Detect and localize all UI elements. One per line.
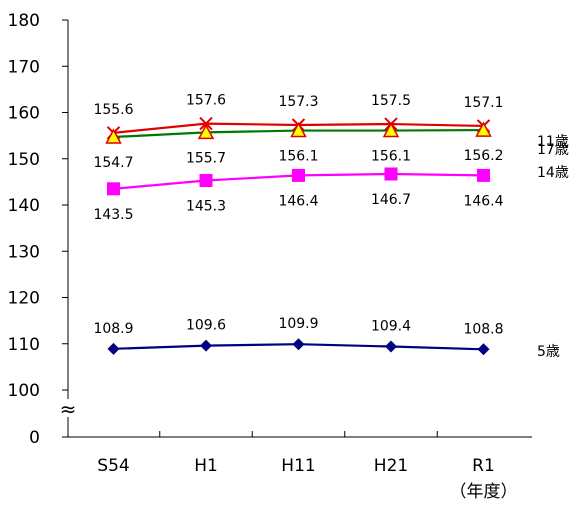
data-label: 108.9 bbox=[93, 321, 133, 337]
data-label: 156.1 bbox=[278, 149, 318, 165]
data-label: 157.3 bbox=[278, 94, 318, 110]
data-point bbox=[385, 340, 397, 353]
data-label: 109.6 bbox=[186, 318, 226, 334]
axis-break-mask bbox=[59, 399, 77, 417]
x-axis-label: （年度） bbox=[450, 482, 518, 502]
data-point bbox=[200, 339, 212, 352]
data-point bbox=[107, 182, 120, 196]
series-end-label: 5歳 bbox=[537, 344, 560, 360]
x-tick-label: S54 bbox=[97, 456, 129, 476]
y-tick-label: 0 bbox=[29, 428, 40, 448]
data-label: 157.6 bbox=[186, 93, 226, 109]
x-tick-label: H11 bbox=[281, 456, 315, 476]
data-label: 146.7 bbox=[371, 192, 411, 208]
series-layer bbox=[105, 116, 492, 356]
series-end-label: 11歳 bbox=[537, 134, 569, 150]
axis-break-symbol: ≈ bbox=[60, 397, 77, 421]
y-tick-label: 170 bbox=[8, 57, 40, 77]
data-point bbox=[292, 338, 305, 351]
data-point bbox=[475, 121, 492, 137]
axes-layer: 0 100 110 120 130 140 150 160 170 180 ≈ S54 H1 H11 H21… bbox=[8, 11, 532, 502]
data-point bbox=[107, 342, 120, 355]
y-tick-label: 100 bbox=[8, 381, 40, 401]
data-label: 155.6 bbox=[93, 102, 133, 118]
data-label: 157.5 bbox=[371, 93, 411, 109]
data-label: 109.4 bbox=[371, 319, 411, 335]
y-tick-label: 110 bbox=[8, 335, 40, 355]
data-point bbox=[197, 123, 215, 140]
y-tick-label: 140 bbox=[8, 196, 40, 216]
y-tick-label: 120 bbox=[8, 289, 40, 309]
data-point bbox=[199, 173, 213, 187]
data-label: 156.1 bbox=[371, 149, 411, 165]
data-label: 108.8 bbox=[463, 321, 503, 337]
series-end-label: 17歳 bbox=[537, 142, 569, 158]
y-tick-label: 150 bbox=[8, 150, 40, 170]
y-tick-label: 130 bbox=[8, 242, 40, 262]
data-label: 109.9 bbox=[278, 316, 318, 332]
labels-layer: 155.6 157.6 157.3 157.5 157.1 17歳 154.7 155.7 15… bbox=[93, 93, 568, 360]
series-end-label: 14歳 bbox=[537, 165, 569, 181]
data-label: 146.4 bbox=[278, 193, 318, 209]
data-label: 157.1 bbox=[463, 95, 503, 111]
data-point bbox=[382, 121, 400, 138]
data-label: 156.2 bbox=[463, 148, 503, 164]
y-tick-label: 160 bbox=[8, 104, 40, 124]
data-point bbox=[105, 128, 122, 144]
data-label: 143.5 bbox=[93, 207, 133, 223]
data-label: 145.3 bbox=[186, 198, 226, 214]
data-label: 154.7 bbox=[93, 155, 133, 171]
x-tick-label: R1 bbox=[472, 456, 495, 476]
data-point bbox=[292, 168, 305, 182]
data-label: 155.7 bbox=[186, 150, 226, 166]
data-point bbox=[384, 167, 398, 181]
x-tick-label: H1 bbox=[194, 456, 218, 476]
data-point bbox=[199, 116, 213, 131]
data-point bbox=[477, 168, 490, 182]
data-point bbox=[477, 343, 490, 356]
x-tick-label: H21 bbox=[374, 456, 408, 476]
data-label: 146.4 bbox=[463, 193, 503, 209]
y-tick-label: 180 bbox=[8, 11, 40, 31]
data-point bbox=[290, 121, 307, 138]
